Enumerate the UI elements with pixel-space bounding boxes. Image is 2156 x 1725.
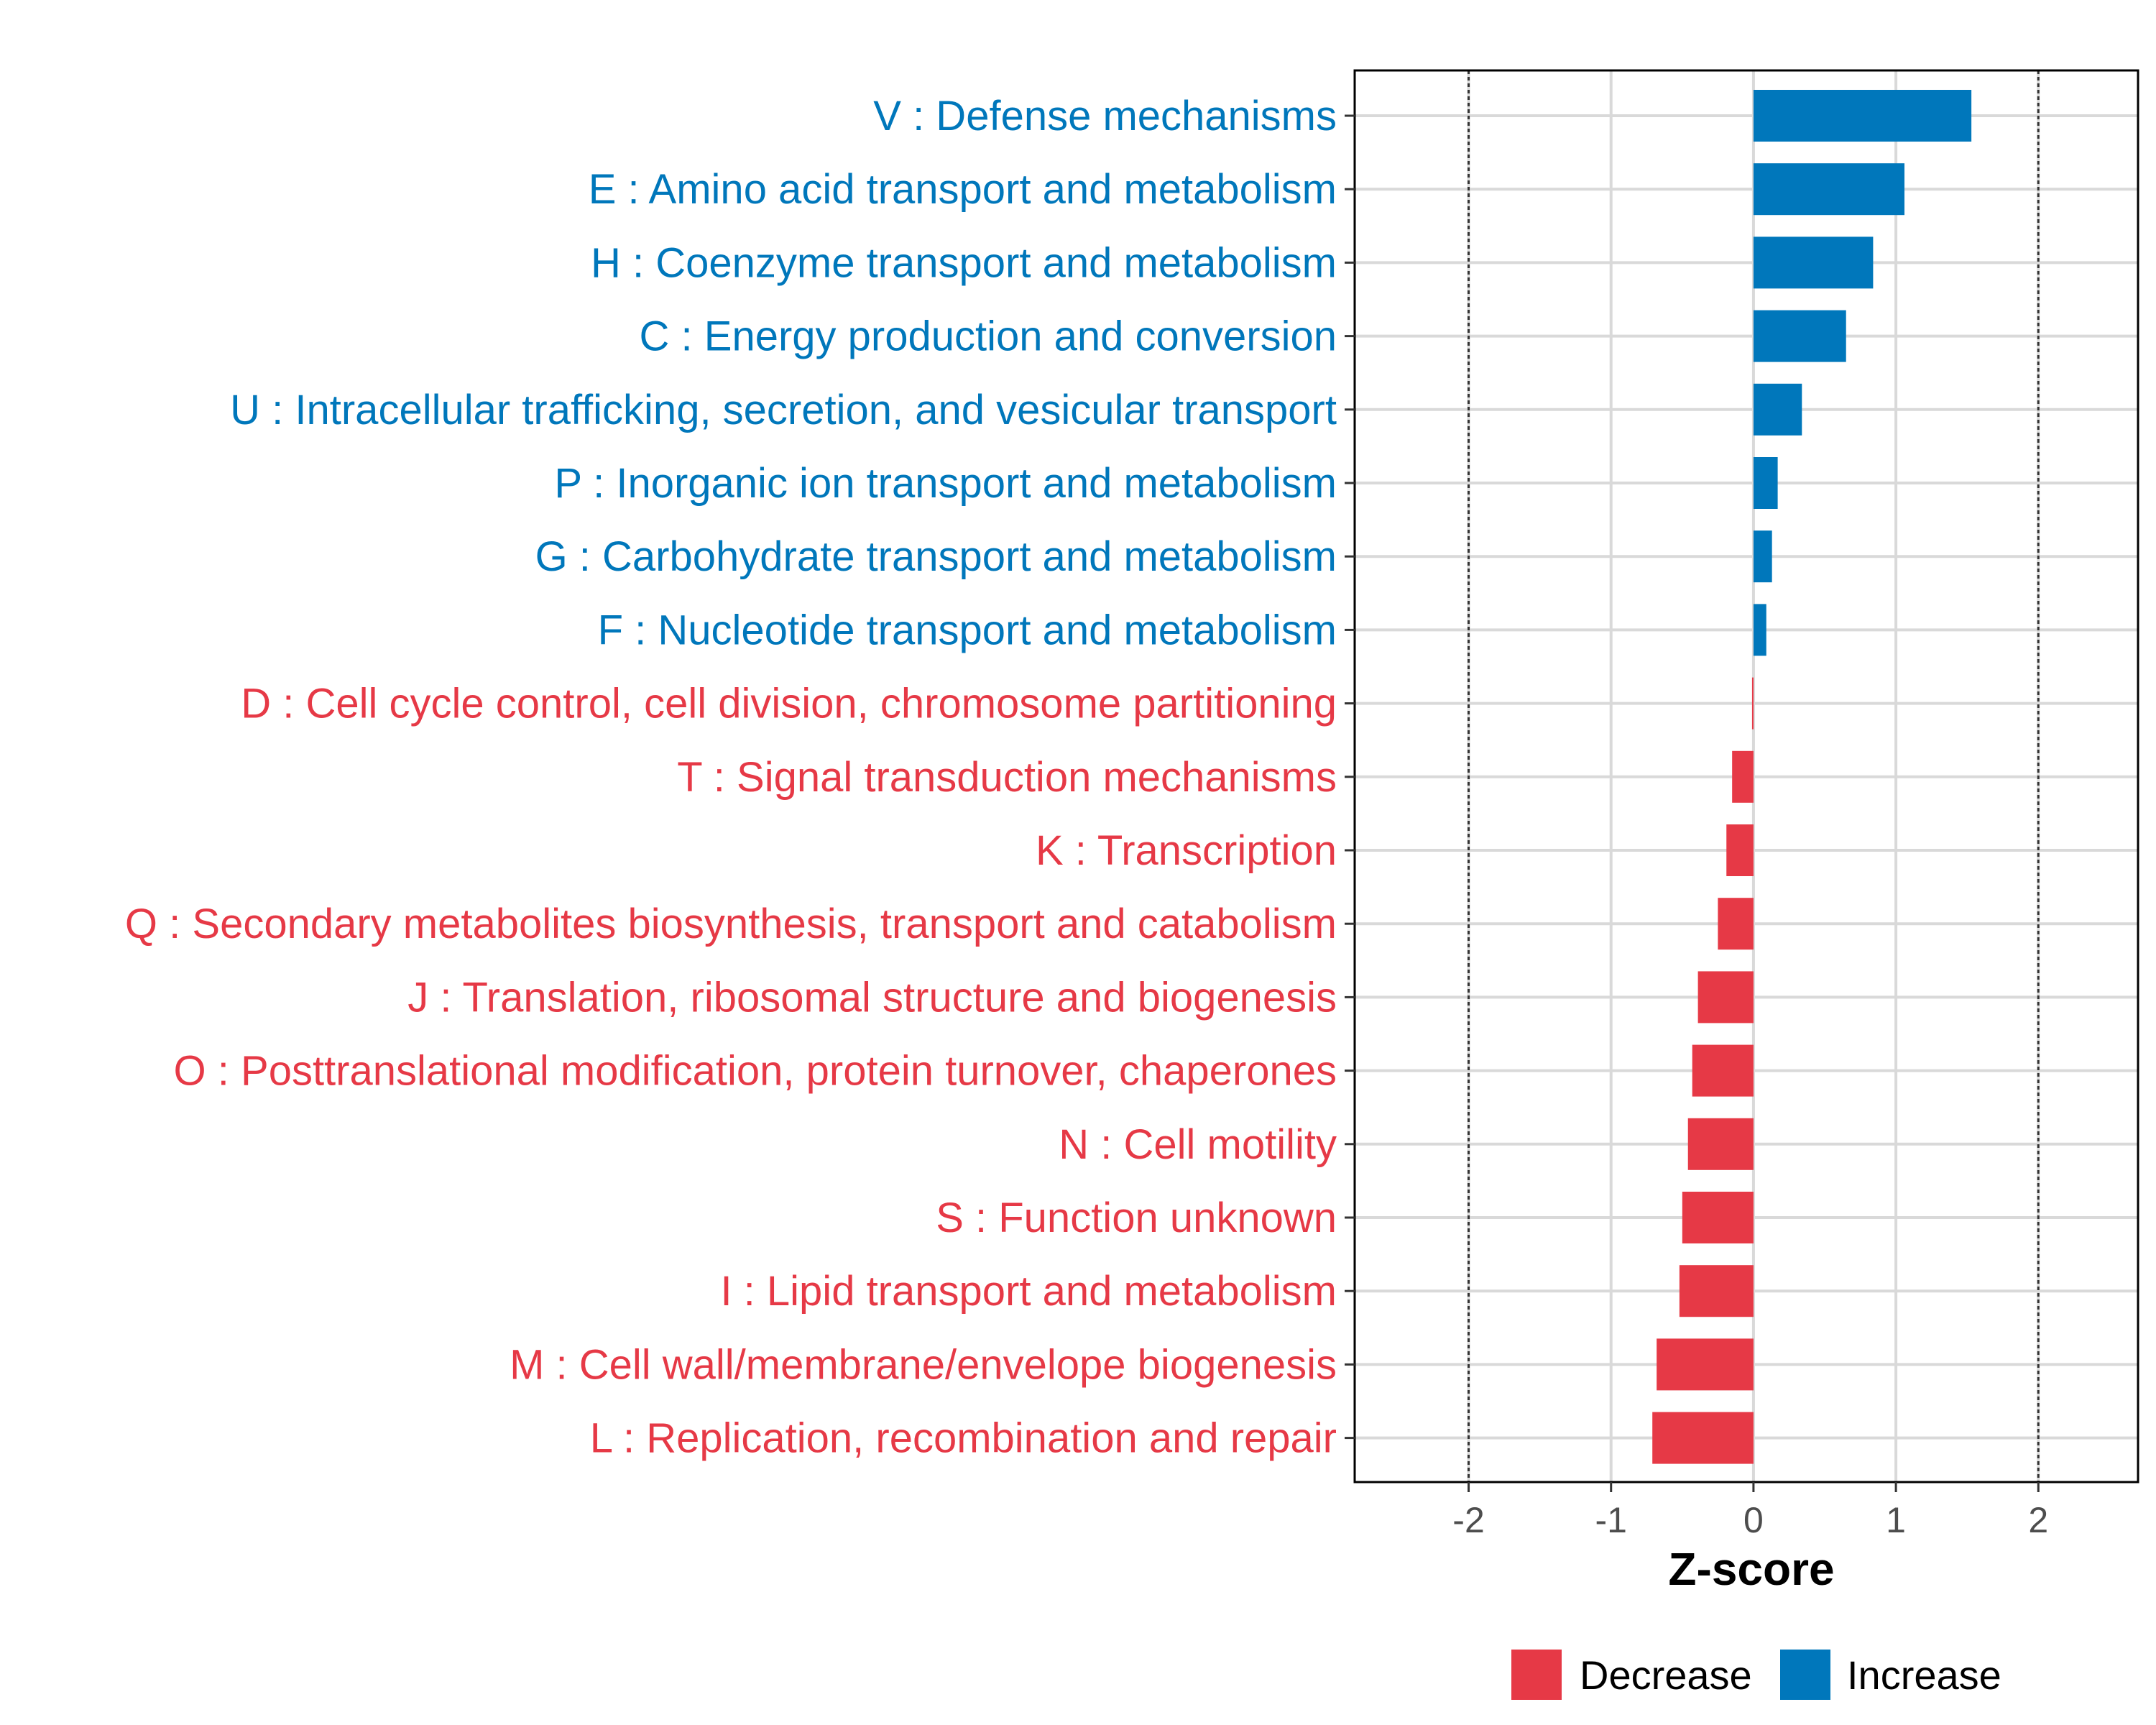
legend-label-increase: Increase xyxy=(1847,1652,2001,1698)
x-tick-label: -1 xyxy=(1595,1500,1626,1540)
reference-lines xyxy=(1468,70,2040,1482)
category-label: H : Coenzyme transport and metabolism xyxy=(591,239,1337,286)
bar-g xyxy=(1753,530,1772,583)
x-tick-label: -2 xyxy=(1452,1500,1484,1540)
legend-key-decrease xyxy=(1511,1650,1562,1700)
bar-d xyxy=(1751,677,1754,730)
bar-s xyxy=(1682,1192,1754,1243)
category-labels: V : Defense mechanisms E : Amino acid tra… xyxy=(125,93,1337,1462)
category-label: K : Transcription xyxy=(1036,827,1337,874)
category-label: G : Carbohydrate transport and metabolis… xyxy=(535,533,1337,580)
bar-n xyxy=(1687,1118,1754,1170)
bars-group xyxy=(1652,90,1972,1464)
category-label: I : Lipid transport and metabolism xyxy=(720,1268,1337,1315)
legend-key-increase xyxy=(1780,1650,1830,1700)
category-label: Q : Secondary metabolites biosynthesis, … xyxy=(125,901,1337,947)
bar-l xyxy=(1652,1412,1754,1464)
bar-p xyxy=(1753,457,1778,509)
category-label: C : Energy production and conversion xyxy=(640,313,1337,360)
legend: Decrease Increase xyxy=(1511,1650,2001,1700)
category-label: O : Posttranslational modification, prot… xyxy=(174,1048,1337,1095)
bar-e xyxy=(1753,163,1904,216)
bar-i xyxy=(1679,1265,1754,1317)
bar-q xyxy=(1718,898,1754,950)
category-label: T : Signal transduction mechanisms xyxy=(677,754,1337,801)
x-tick-label: 2 xyxy=(2028,1500,2048,1540)
bar-u xyxy=(1753,383,1802,436)
category-label: N : Cell motility xyxy=(1059,1121,1337,1168)
category-label: P : Inorganic ion transport and metaboli… xyxy=(554,460,1337,507)
category-label: D : Cell cycle control, cell division, c… xyxy=(241,681,1337,727)
bar-v xyxy=(1753,90,1972,142)
bar-c xyxy=(1753,310,1846,362)
x-axis-ticks xyxy=(1468,1482,2040,1492)
category-label: F : Nucleotide transport and metabolism xyxy=(598,607,1337,653)
bar-o xyxy=(1692,1044,1754,1097)
category-label: L : Replication, recombination and repai… xyxy=(590,1415,1337,1462)
bar-f xyxy=(1753,604,1766,656)
bar-k xyxy=(1726,824,1754,876)
category-label: J : Translation, ribosomal structure and… xyxy=(407,974,1337,1021)
category-label: M : Cell wall/membrane/envelope biogenes… xyxy=(510,1341,1337,1388)
x-tick-label: 1 xyxy=(1886,1500,1906,1540)
bar-t xyxy=(1732,750,1754,803)
y-axis-ticks xyxy=(1345,114,1355,1440)
legend-label-decrease: Decrease xyxy=(1580,1652,1752,1698)
bar-h xyxy=(1753,236,1874,289)
bar-j xyxy=(1697,971,1754,1024)
category-label: V : Defense mechanisms xyxy=(873,93,1337,139)
category-label: S : Function unknown xyxy=(936,1195,1337,1241)
x-tick-label: 0 xyxy=(1743,1500,1764,1540)
category-label: U : Intracellular trafficking, secretion… xyxy=(230,387,1337,433)
bar-m xyxy=(1657,1338,1754,1391)
x-axis-title: Z-score xyxy=(1668,1543,1834,1595)
x-tick-labels: -2 -1 0 1 2 xyxy=(1452,1500,2048,1540)
category-label: E : Amino acid transport and metabolism xyxy=(589,166,1337,213)
